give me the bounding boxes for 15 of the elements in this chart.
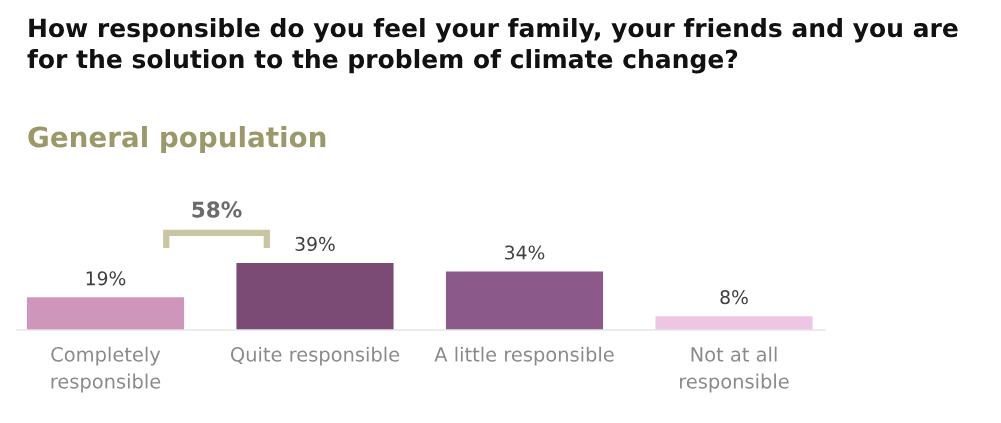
data-label: 39%	[295, 236, 335, 252]
bar	[445, 271, 604, 330]
bar	[655, 316, 813, 330]
chart-subtitle: General population	[28, 126, 326, 153]
bar	[236, 263, 394, 330]
x-tick-label: Completely responsible	[51, 346, 161, 393]
data-label: 34%	[505, 245, 545, 260]
x-tick-label: A little responsible	[434, 346, 614, 366]
x-tick-label: Quite responsible	[230, 346, 400, 366]
data-label: 8%	[720, 290, 748, 305]
chart-title: How responsible do you feel your family, your friends and you are for the solution to the problem of climate change?	[27, 18, 958, 74]
text: 58%	[192, 201, 242, 218]
x-tick-label: Not at all responsible	[680, 346, 789, 393]
data-label: 19%	[86, 271, 126, 286]
bar	[26, 297, 185, 330]
